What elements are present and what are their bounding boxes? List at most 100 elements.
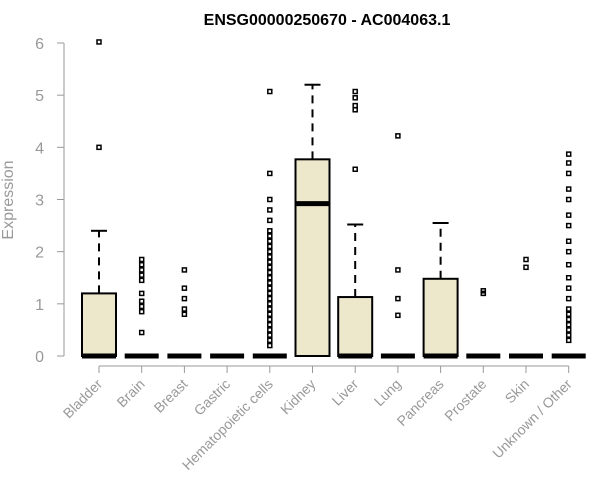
outlier-point	[267, 280, 273, 286]
y-tick-label: 5	[35, 88, 44, 105]
outlier-point	[138, 267, 145, 273]
outlier-point	[352, 95, 358, 101]
outlier-point	[267, 306, 273, 312]
outlier-point	[181, 267, 188, 273]
outlier-point	[138, 298, 145, 304]
box-group	[124, 256, 159, 359]
outlier-point	[267, 321, 273, 328]
outlier-point	[565, 327, 572, 333]
box-iqr	[337, 296, 374, 357]
outlier-point	[267, 269, 273, 276]
outlier-point	[565, 285, 572, 291]
outlier-point	[138, 272, 145, 278]
box-group	[167, 267, 202, 359]
outlier-point	[352, 107, 358, 113]
box-iqr	[81, 292, 117, 357]
x-tick-label: Pancreas	[394, 376, 447, 429]
outlier-point	[395, 267, 401, 273]
y-tick-label: 0	[35, 349, 44, 366]
outlier-point	[565, 316, 572, 323]
x-tick-label: Prostate	[441, 376, 489, 424]
y-tick-label: 1	[35, 297, 44, 314]
outlier-point	[267, 228, 273, 234]
x-tick-label: Lung	[371, 376, 404, 409]
outlier-point	[267, 290, 273, 297]
outlier-point	[523, 256, 529, 263]
outlier-point	[96, 39, 102, 45]
box-group	[81, 39, 117, 359]
outlier-point	[565, 212, 572, 218]
outlier-point	[565, 321, 572, 328]
y-tick-label: 2	[35, 245, 44, 262]
outlier-point	[138, 303, 145, 310]
outlier-point	[267, 207, 273, 213]
outlier-point	[565, 238, 572, 244]
outlier-point	[395, 133, 401, 139]
outlier-point	[395, 312, 401, 319]
outlier-point	[267, 316, 273, 323]
outlier-point	[267, 243, 273, 250]
outlier-point	[138, 329, 145, 336]
outlier-point	[565, 222, 572, 229]
outlier-point	[138, 308, 145, 315]
outlier-point	[267, 88, 273, 95]
box-group	[466, 288, 501, 359]
box-group	[380, 133, 415, 359]
outlier-point	[138, 261, 145, 268]
box-iqr	[294, 158, 331, 357]
outlier-point	[138, 290, 145, 297]
box-group	[551, 151, 586, 359]
outlier-point	[267, 170, 273, 177]
x-tick-label: Liver	[329, 376, 362, 409]
outlier-point	[565, 196, 572, 203]
outlier-point	[267, 275, 273, 281]
y-tick-label: 6	[35, 36, 44, 53]
outlier-point	[565, 311, 572, 318]
x-tick-label: Brain	[113, 376, 147, 410]
outlier-point	[523, 264, 529, 271]
outlier-point	[565, 170, 572, 177]
outlier-point	[565, 160, 572, 166]
outlier-point	[352, 166, 358, 172]
outlier-point	[352, 102, 358, 109]
outlier-point	[565, 261, 572, 268]
outlier-point	[565, 248, 572, 255]
outlier-point	[267, 337, 273, 344]
outlier-point	[267, 248, 273, 255]
outlier-point	[267, 233, 273, 239]
outlier-point	[267, 254, 273, 260]
outlier-point	[96, 144, 102, 151]
outlier-point	[480, 288, 487, 294]
outlier-point	[181, 295, 188, 302]
outlier-point	[181, 285, 188, 291]
outlier-point	[267, 196, 273, 203]
outlier-point	[181, 306, 188, 312]
x-tick-label: Bladder	[60, 376, 106, 422]
outlier-point	[267, 332, 273, 338]
box-group	[337, 88, 374, 359]
outlier-point	[181, 311, 188, 318]
outlier-point	[352, 88, 358, 95]
outlier-point	[267, 301, 273, 307]
outlier-point	[565, 275, 572, 281]
x-tick-label: Unknown / Other	[489, 376, 575, 462]
outlier-point	[267, 264, 273, 271]
y-tick-label: 4	[35, 140, 44, 157]
outlier-point	[565, 151, 572, 157]
outlier-point	[395, 295, 401, 302]
x-tick-label: Kidney	[277, 376, 319, 418]
outlier-point	[565, 295, 572, 302]
outlier-point	[267, 342, 273, 349]
outlier-point	[267, 285, 273, 291]
outlier-point	[267, 295, 273, 302]
outlier-point	[565, 337, 572, 344]
outlier-point	[267, 311, 273, 318]
box-group	[422, 221, 459, 359]
outlier-point	[565, 186, 572, 192]
y-axis-label: Expression	[0, 160, 17, 239]
x-tick-label: Breast	[151, 376, 191, 416]
plot-area	[81, 39, 586, 359]
outlier-point	[267, 217, 273, 224]
box-group	[294, 83, 331, 357]
